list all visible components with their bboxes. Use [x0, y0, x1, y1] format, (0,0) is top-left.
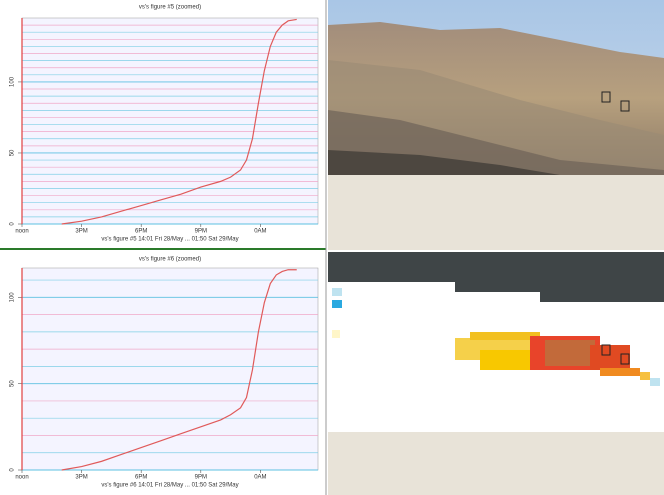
blank-area	[328, 432, 664, 495]
blank-area	[328, 175, 664, 250]
x-tick-label: 6PM	[135, 475, 147, 481]
x-tick-label: 9PM	[195, 229, 207, 235]
plot-area	[21, 267, 319, 471]
x-axis-label: vs's figure #6 14:01 Fri 28/May ... 01:5…	[101, 483, 238, 489]
y-tick-label: 50	[10, 380, 16, 387]
y-tick-label: 0	[10, 222, 16, 226]
chart-title: vs's figure #6 (zoomed)	[139, 257, 201, 263]
y-tick-label: 100	[10, 292, 16, 303]
y-tick-label: 0	[10, 468, 16, 472]
x-tick-label: 3PM	[75, 229, 87, 235]
photo	[328, 0, 664, 175]
y-tick-label: 100	[10, 76, 16, 87]
x-tick-label: 9PM	[195, 475, 207, 481]
x-tick-label: 0AM	[254, 229, 266, 235]
heatmap	[328, 252, 664, 432]
x-tick-label: 3PM	[75, 475, 87, 481]
x-axis-label: vs's figure #5 14:01 Fri 28/May ... 01:5…	[101, 237, 238, 243]
x-tick-label: noon	[15, 475, 28, 481]
chart-title: vs's figure #5 (zoomed)	[139, 5, 201, 11]
x-tick-label: 6PM	[135, 229, 147, 235]
data-line	[61, 269, 297, 471]
plot-area	[21, 17, 319, 225]
x-tick-label: 0AM	[254, 475, 266, 481]
data-line	[61, 18, 297, 225]
y-tick-label: 50	[10, 149, 16, 156]
x-tick-label: noon	[15, 229, 28, 235]
